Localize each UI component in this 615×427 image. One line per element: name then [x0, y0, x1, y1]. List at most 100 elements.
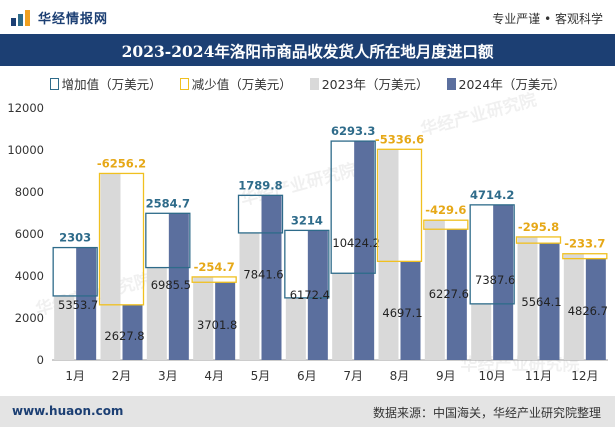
value-label-2024: 4826.7 [568, 304, 608, 318]
bar-2024 [400, 261, 421, 360]
bar-2024 [493, 204, 514, 360]
y-tick-label: 8000 [15, 185, 44, 199]
legend-item-2024: 2024年（万美元） [446, 74, 566, 93]
change-label: 1789.8 [238, 178, 282, 192]
x-tick-label: 9月 [436, 369, 456, 383]
brand: 华经情报网 [10, 8, 108, 27]
watermark-text: 华经产业研究院 [418, 89, 538, 140]
increase-box [52, 246, 98, 297]
x-tick-label: 12月 [571, 369, 598, 383]
legend-item-2023: 2023年（万美元） [309, 74, 429, 93]
legend: 增加值（万美元） 减少值（万美元） 2023年（万美元） 2024年（万美元） [0, 74, 615, 93]
website-link[interactable]: www.huaon.com [12, 404, 124, 418]
tagline: 专业严谨 • 客观科学 [492, 12, 603, 26]
increase-box [237, 194, 284, 234]
bar-2023 [517, 236, 538, 360]
x-tick-label: 5月 [251, 369, 271, 383]
data-source: 数据来源：中国海关，华经产业研究院整理 [372, 406, 601, 420]
y-tick-label: 0 [37, 353, 44, 367]
value-label-2024: 7841.6 [243, 267, 283, 281]
change-label: -429.6 [425, 203, 466, 217]
x-tick-label: 2月 [112, 369, 132, 383]
bar-2023 [193, 276, 214, 360]
bar-2023 [239, 232, 260, 360]
decrease-box [376, 148, 423, 263]
x-tick-label: 10月 [479, 369, 506, 383]
brand-logo-icon [11, 9, 30, 26]
y-tick-label: 4000 [15, 269, 44, 283]
value-label-2024: 7387.6 [475, 273, 515, 287]
increase-box [284, 229, 330, 299]
legend-item-decrease: 减少值（万美元） [179, 74, 292, 93]
change-label: 6293.3 [331, 124, 375, 138]
bar-2024 [354, 141, 375, 360]
change-label: 3214 [291, 213, 323, 227]
bar-2024 [76, 247, 97, 360]
change-label: 2584.7 [146, 196, 190, 210]
bar-2023 [100, 173, 121, 360]
value-label-2024: 3701.8 [197, 318, 237, 332]
value-label-2024: 6227.6 [429, 287, 469, 301]
x-tick-label: 11月 [525, 369, 552, 383]
bar-2024 [307, 230, 328, 360]
bar-2023 [471, 303, 492, 360]
y-tick-label: 10000 [7, 143, 44, 157]
y-tick-label: 2000 [15, 311, 44, 325]
bar-2023 [378, 149, 399, 360]
value-label-2024: 6172.4 [290, 288, 330, 302]
increase-box [469, 204, 515, 305]
bar-2024 [122, 304, 143, 360]
bar-2023 [332, 273, 353, 360]
x-tick-label: 8月 [390, 369, 410, 383]
x-tick-label: 7月 [343, 369, 363, 383]
bar-2024 [585, 258, 606, 360]
x-tick-label: 1月 [65, 369, 85, 383]
chart-title: 2023-2024年洛阳市商品收发货人所在地月度进口额 [121, 42, 494, 61]
bar-2023 [563, 253, 584, 360]
change-label: -5336.6 [375, 132, 424, 146]
legend-label-2023: 2023年（万美元） [321, 77, 429, 92]
chart-area: 华经产业研究院华经产业研究院华经产业研究院华经产业研究院020004000600… [7, 89, 608, 383]
value-label-2024: 5353.7 [58, 298, 98, 312]
value-label-2024: 4697.1 [382, 306, 422, 320]
legend-swatch-decrease [179, 77, 189, 90]
value-label-2024: 10424.2 [332, 236, 380, 250]
decrease-box [515, 236, 562, 244]
decrease-box [423, 219, 469, 230]
legend-label-decrease: 减少值（万美元） [191, 77, 292, 92]
decrease-box [98, 172, 145, 306]
legend-item-increase: 增加值（万美元） [49, 74, 162, 93]
value-label-2024: 5564.1 [521, 295, 561, 309]
legend-label-2024: 2024年（万美元） [458, 77, 566, 92]
change-label: -295.8 [518, 220, 559, 234]
footer: www.huaon.com 数据来源：中国海关，华经产业研究院整理 [0, 396, 615, 427]
bar-2024 [446, 229, 467, 360]
top-bar: 华经情报网 专业严谨 • 客观科学 [0, 0, 615, 34]
change-label: 4714.2 [470, 188, 514, 202]
bar-2024 [215, 282, 236, 360]
decrease-box [191, 276, 237, 283]
x-tick-label: 3月 [158, 369, 178, 383]
bar-2023 [424, 220, 445, 360]
increase-box [145, 212, 191, 269]
y-tick-label: 6000 [15, 227, 44, 241]
bar-2023 [146, 267, 167, 360]
x-tick-label: 6月 [297, 369, 317, 383]
change-label: -6256.2 [97, 156, 146, 170]
legend-label-increase: 增加值（万美元） [61, 77, 162, 92]
change-label: -233.7 [564, 237, 605, 251]
title-bar: 2023-2024年洛阳市商品收发货人所在地月度进口额 [0, 34, 615, 66]
decrease-box [562, 253, 608, 260]
bar-2023 [285, 297, 306, 360]
legend-swatch-increase [49, 77, 59, 90]
x-tick-label: 4月 [204, 369, 224, 383]
y-tick-label: 12000 [7, 101, 44, 115]
increase-box [330, 140, 376, 274]
brand-name: 华经情报网 [38, 12, 109, 27]
bar-2024 [261, 195, 282, 360]
legend-swatch-2024 [446, 77, 456, 90]
bar-2024 [168, 213, 189, 360]
bar-2023 [54, 295, 75, 360]
bar-2024 [539, 243, 560, 360]
value-label-2024: 6985.5 [151, 278, 191, 292]
